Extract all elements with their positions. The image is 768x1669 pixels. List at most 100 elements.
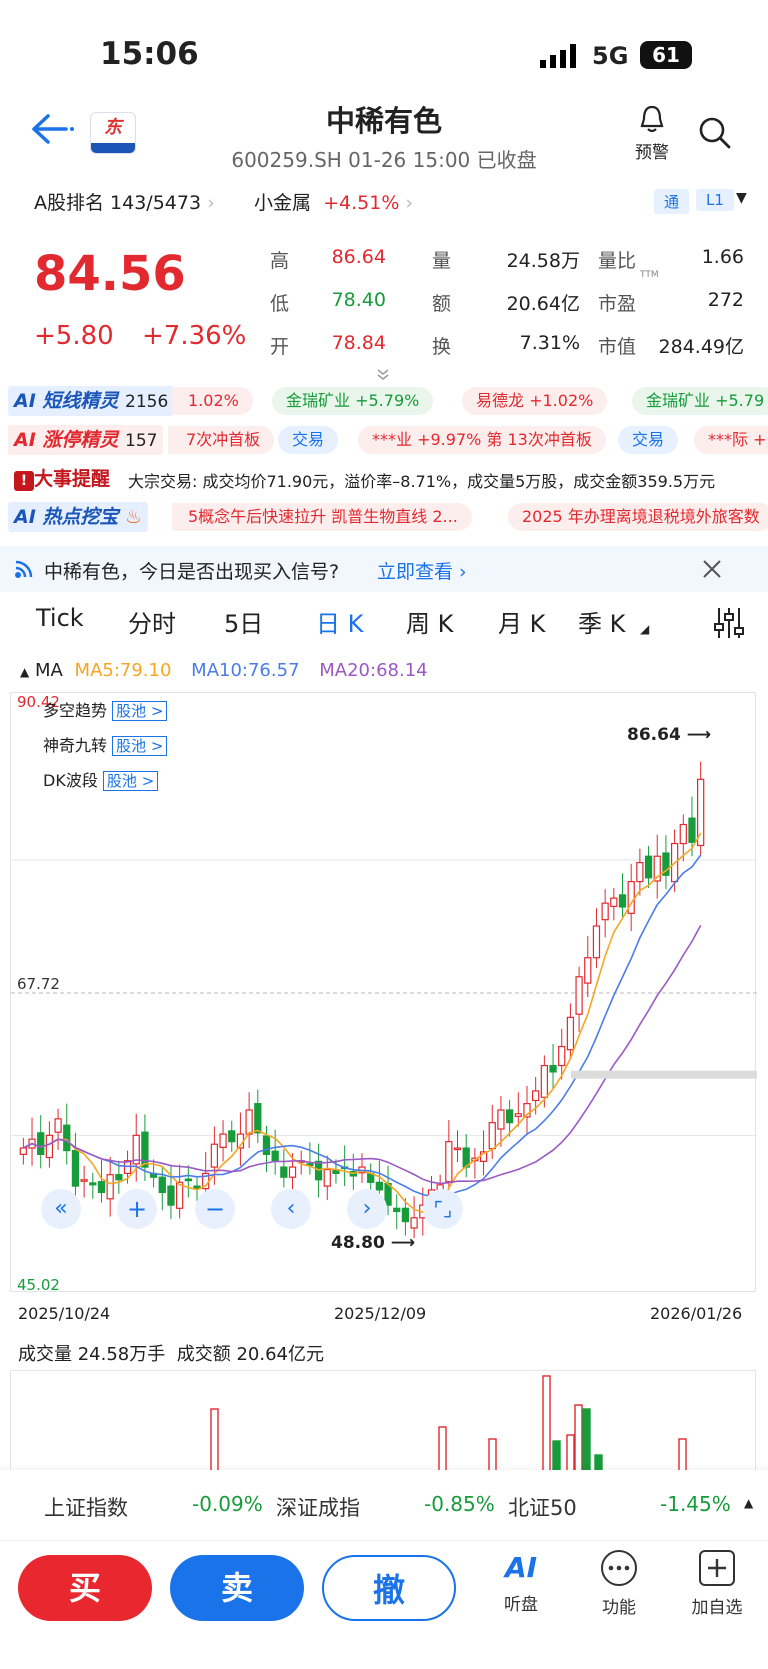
overlay-nine-turn: 神奇九转	[43, 736, 108, 755]
zoom-out-button[interactable]: −	[195, 1189, 235, 1229]
cancel-order-button[interactable]: 撤	[322, 1555, 456, 1621]
ticker-item[interactable]: 2025 年办理离境退税境外旅客数	[508, 503, 768, 531]
signal-banner[interactable]: 中稀有色，今日是否出现买入信号? 立即查看 ›	[0, 546, 768, 592]
ticker-short-line[interactable]: AI 短线精灵 2156 1.02% 金瑞矿业 +5.79% 易德龙 +1.02…	[0, 384, 768, 418]
ticker-item[interactable]: ***业 +9.97% 第 13次冲首板	[358, 426, 606, 454]
short-line-count: 2156	[125, 392, 169, 412]
network-type: 5G	[592, 42, 629, 70]
scroll-right-button[interactable]: ›	[347, 1189, 387, 1229]
candle-body	[158, 1176, 166, 1194]
ticker-item[interactable]: 金瑞矿业 +5.79%	[272, 387, 434, 415]
index-name: 上证指数	[44, 1496, 128, 1520]
candle-body	[280, 1166, 288, 1178]
ticker-hot[interactable]: AI 热点挖宝 ♨ 5概念午后快速拉升 凯普生物直线 2... 2025 年办理…	[0, 500, 768, 534]
more-tab-caret-icon[interactable]: ◢	[640, 622, 650, 636]
ticker-limit-up[interactable]: AI 涨停精灵 157 7次冲首板 交易 ***业 +9.97% 第 13次冲首…	[0, 423, 768, 457]
quote-value: 86.64	[331, 246, 386, 268]
ticker-item[interactable]: 7次冲首板	[168, 426, 275, 454]
level1-tag[interactable]: L1	[696, 189, 734, 211]
candle-body	[636, 861, 644, 883]
high-value: 86.64	[627, 725, 681, 745]
event-text: 大宗交易: 成交均价71.90元，溢价率–8.71%，成交量5万股，成交金额35…	[128, 472, 716, 491]
expand-up-icon[interactable]: ▲	[744, 1496, 754, 1510]
pool-button[interactable]: 股池 >	[102, 771, 159, 791]
overlay-long-short: 多空趋势	[43, 701, 108, 720]
trade-chip[interactable]: 交易	[618, 426, 679, 454]
short-line-label: 短线精灵	[42, 390, 119, 412]
tong-tag[interactable]: 通	[654, 189, 690, 214]
sector-change: +4.51%	[323, 192, 400, 214]
sector-link[interactable]: 小金属 +4.51% ›	[254, 192, 414, 214]
overlay-dk-wave: DK波段	[43, 771, 98, 790]
a-share-rank[interactable]: A股排名 143/5473 ›	[34, 192, 215, 214]
event-icon: !	[14, 471, 34, 491]
volume-chart	[10, 1370, 756, 1472]
ma-legend[interactable]: ▲ MA MA5:79.10 MA10:76.57 MA20:68.14	[20, 660, 428, 681]
tab-tick[interactable]: Tick	[36, 604, 84, 632]
ticker-item[interactable]: 金瑞矿业 +5.79	[632, 387, 768, 415]
ticker-item[interactable]: 1.02%	[172, 387, 253, 415]
volume-bar	[678, 1438, 687, 1472]
tab-daily[interactable]: 日 K	[316, 610, 364, 638]
tab-weekly[interactable]: 周 K	[406, 610, 454, 638]
add-watchlist-button[interactable]: 加自选	[682, 1546, 752, 1618]
candle-body	[63, 1124, 71, 1152]
caret-down-icon[interactable]: ▼	[736, 190, 747, 206]
back-arrow-icon[interactable]	[30, 113, 74, 145]
kline-chart[interactable]: 90.42 67.72 45.02 多空趋势 股池 > 神奇九转 股池 > DK…	[10, 692, 757, 1294]
ma10-line	[22, 854, 702, 1199]
candle-body	[167, 1185, 175, 1206]
app-header: 东 中稀有色 600259.SH 01-26 15:00 已收盘 预警	[0, 96, 768, 186]
tab-monthly[interactable]: 月 K	[498, 610, 546, 638]
pool-button[interactable]: 股池 >	[112, 736, 168, 756]
scroll-left-button[interactable]: ‹	[271, 1189, 311, 1229]
trade-chip[interactable]: 交易	[278, 426, 339, 454]
x-label-start: 2025/10/24	[18, 1304, 111, 1323]
scroll-first-button[interactable]: «	[41, 1189, 81, 1229]
high-marker: 86.64 ⟶	[627, 725, 712, 745]
chart-settings-icon[interactable]	[712, 606, 746, 640]
sell-button[interactable]: 卖	[170, 1555, 304, 1621]
candle-body	[106, 1174, 114, 1200]
banner-link[interactable]: 立即查看 ›	[377, 561, 467, 583]
candle-body	[401, 1207, 410, 1223]
tab-quarterly[interactable]: 季 K	[578, 610, 626, 638]
pool-button[interactable]: 股池 >	[112, 701, 168, 721]
ai-listen-button[interactable]: AI 听盘	[486, 1546, 556, 1615]
tab-5day[interactable]: 5日	[224, 610, 264, 638]
candle-body	[618, 894, 627, 908]
candle-body	[271, 1150, 279, 1162]
index-bar[interactable]: 上证指数 -0.09% 深证成指 -0.85% 北证50 -1.45% ▲	[0, 1470, 768, 1540]
ticker-item[interactable]: 5概念午后快速拉升 凯普生物直线 2...	[172, 503, 472, 531]
index-value: -0.09%	[192, 1492, 263, 1516]
alert-button[interactable]: 预警	[628, 104, 676, 163]
candle-body	[19, 1147, 27, 1155]
ticker-item[interactable]: 易德龙 +1.02%	[462, 387, 608, 415]
ticker-item[interactable]: ***际 +	[694, 426, 768, 454]
hot-badge: AI 热点挖宝 ♨	[8, 502, 149, 532]
candle-body	[228, 1130, 236, 1143]
ticker-events[interactable]: ! 大事提醒 大宗交易: 成交均价71.90元，溢价率–8.71%，成交量5万股，…	[0, 462, 768, 496]
quote-value: 78.84	[331, 332, 386, 354]
candle-body	[176, 1181, 184, 1209]
search-icon[interactable]	[698, 116, 732, 150]
close-icon[interactable]	[702, 559, 722, 579]
fullscreen-button[interactable]: ⌜⌟	[423, 1189, 463, 1229]
index-name: 深证成指	[276, 1496, 360, 1520]
quote-value: 272	[707, 289, 744, 311]
candle-body	[540, 1064, 548, 1098]
battery-level: 61	[652, 43, 680, 67]
tab-intraday[interactable]: 分时	[128, 610, 176, 638]
buy-button[interactable]: 买	[18, 1555, 152, 1621]
functions-button[interactable]: 功能	[584, 1546, 654, 1618]
quote-label: 市值	[598, 336, 637, 358]
zoom-in-button[interactable]: +	[117, 1189, 157, 1229]
limit-up-label: 涨停精灵	[42, 429, 119, 451]
quote-label: 低	[270, 293, 290, 315]
candle-body	[410, 1217, 418, 1229]
fire-icon: ♨	[125, 506, 143, 528]
expand-chevron-icon[interactable]	[376, 368, 390, 380]
x-label-end: 2026/01/26	[650, 1304, 743, 1323]
low-value: 48.80	[331, 1233, 385, 1253]
index-name: 北证50	[508, 1496, 577, 1520]
